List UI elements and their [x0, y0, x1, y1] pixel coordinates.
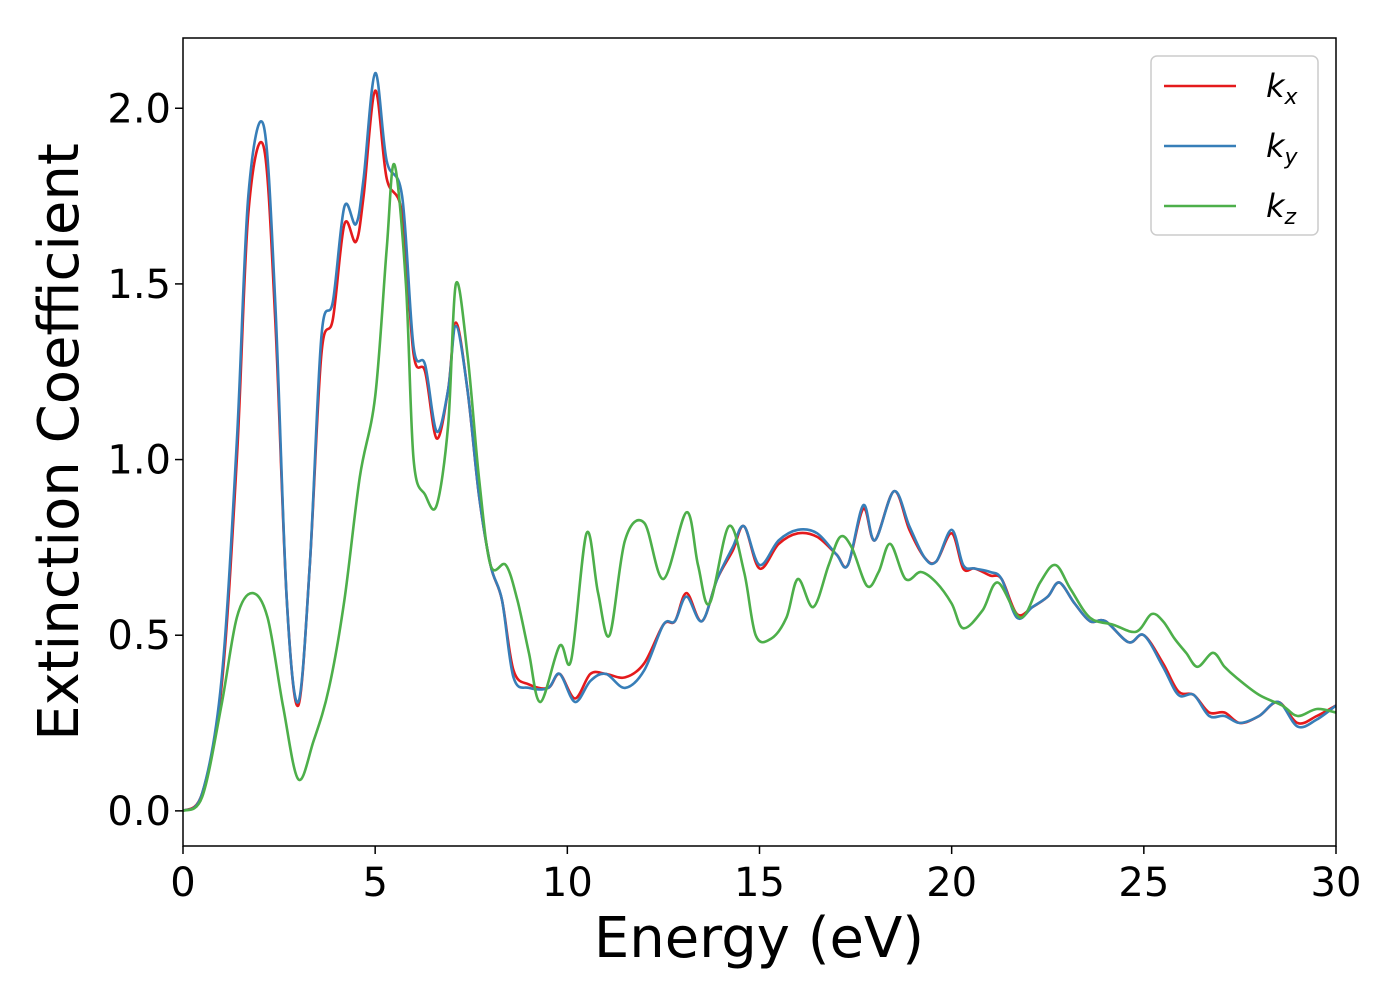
x-tick-label: 20	[926, 860, 977, 906]
y-tick-label: 1.5	[107, 262, 171, 308]
legend-label-subscript: x	[1284, 85, 1299, 110]
legend-label-subscript: y	[1284, 145, 1299, 170]
legend-label-base: k	[1266, 127, 1286, 165]
legend-label-ky: ky	[1266, 127, 1299, 170]
series-line-ky	[183, 71, 1336, 813]
x-tick-label: 0	[170, 860, 195, 906]
legend-label-subscript: z	[1284, 205, 1297, 230]
x-tick-label: 5	[362, 860, 387, 906]
legend-label-kz: kz	[1266, 187, 1297, 230]
y-tick-label: 0.5	[107, 613, 171, 659]
series-layer	[183, 71, 1336, 813]
y-tick-label: 1.0	[107, 438, 171, 484]
x-axis-label: Energy (eV)	[594, 906, 924, 971]
y-axis: 0.0 0.5 1.0 1.5 2.0	[107, 86, 183, 835]
y-tick-label: 2.0	[107, 86, 171, 132]
x-tick-label: 10	[542, 860, 593, 906]
legend-label-base: k	[1266, 187, 1286, 225]
y-tick-label: 0.0	[107, 789, 171, 835]
x-tick-label: 25	[1118, 860, 1169, 906]
legend-label-kx: kx	[1266, 67, 1299, 110]
x-tick-label: 30	[1311, 860, 1362, 906]
x-axis: 0 5 10 15 20 25 30	[170, 846, 1361, 906]
y-axis-label: Extinction Coefficient	[27, 143, 92, 741]
series-line-kz	[183, 163, 1336, 813]
x-tick-label: 15	[734, 860, 785, 906]
legend-label-base: k	[1266, 67, 1286, 105]
